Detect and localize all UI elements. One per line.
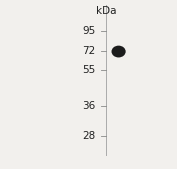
- Text: 95: 95: [82, 26, 96, 36]
- Text: 55: 55: [82, 65, 96, 75]
- Text: 28: 28: [82, 131, 96, 141]
- Ellipse shape: [112, 46, 126, 57]
- Text: 36: 36: [82, 101, 96, 112]
- Text: 72: 72: [82, 46, 96, 56]
- Text: kDa: kDa: [96, 6, 116, 16]
